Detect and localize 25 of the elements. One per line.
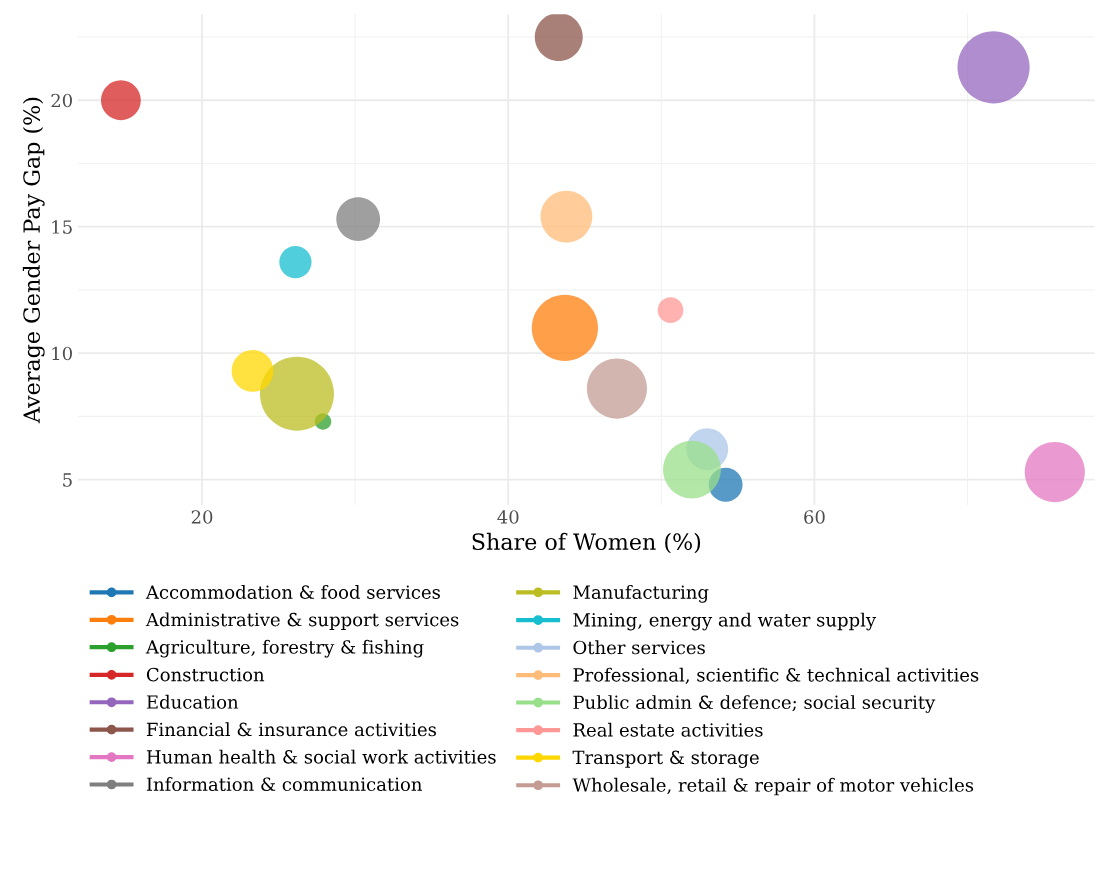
- x-tick-label: 40: [497, 510, 519, 524]
- x-tick-label: 20: [191, 510, 213, 524]
- legend-label: Human health & social work activities: [146, 749, 496, 764]
- y-tick-label: 20: [51, 93, 72, 108]
- legend-label: Public admin & defence; social security: [573, 695, 936, 713]
- legend-label: Transport & storage: [572, 750, 759, 768]
- legend-label: Accommodation & food services: [145, 585, 440, 599]
- legend-label: Manufacturing: [573, 585, 709, 603]
- y-axis-title: Average Gender Pay Gap (%): [22, 97, 45, 424]
- legend-label: Financial & insurance activities: [146, 722, 436, 737]
- legend-label: Wholesale, retail & repair of motor vehicles: [572, 777, 974, 796]
- x-tick-label: 60: [804, 510, 825, 524]
- legend-label: Professional, scientific & technical activities: [573, 667, 979, 684]
- y-tick-label: 10: [52, 346, 72, 361]
- legend-label: Construction: [146, 667, 265, 682]
- legend-label: Information & communication: [146, 777, 422, 792]
- y-tick-label: 15: [52, 220, 72, 234]
- legend-label: Administrative & support services: [145, 612, 459, 630]
- legend-label: Other services: [573, 640, 705, 655]
- legend-label: Agriculture, forestry & fishing: [145, 639, 424, 658]
- legend-label: Real estate activities: [573, 722, 763, 737]
- legend-label: Mining, energy and water supply: [573, 612, 877, 631]
- legend-label: Education: [146, 694, 239, 709]
- x-axis-title: Share of Women (%): [472, 532, 701, 554]
- y-tick-label: 5: [63, 473, 72, 487]
